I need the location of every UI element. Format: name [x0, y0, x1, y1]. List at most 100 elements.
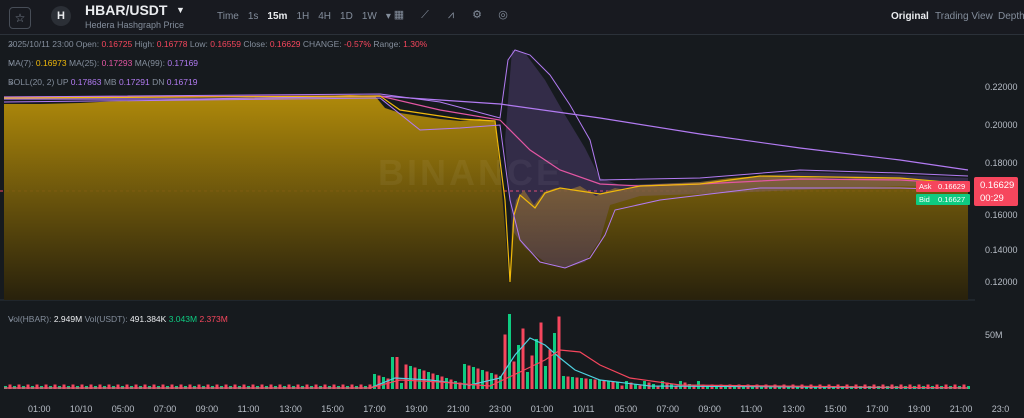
interval-time[interactable]: Time: [217, 11, 239, 22]
volume-bar: [706, 386, 709, 389]
time-axis-tick: 10/11: [572, 404, 595, 414]
volume-bar: [242, 384, 246, 389]
volume-bar: [625, 381, 628, 389]
price-chart[interactable]: [0, 35, 1024, 418]
low-value: 0.16559: [210, 39, 241, 49]
price-axis-tick: 0.18000: [985, 158, 1018, 168]
pair-subtitle: Hedera Hashgraph Price: [85, 20, 185, 30]
volume-bar: [571, 377, 574, 389]
ma99-line: [4, 95, 969, 171]
indicator-icon[interactable]: ⟋: [421, 9, 429, 21]
boll-mb-label: MB: [103, 77, 117, 87]
current-price: 0.16629: [980, 180, 1015, 191]
time-axis-tick: 05:00: [111, 404, 135, 414]
calendar-icon[interactable]: ▦: [393, 9, 405, 21]
open-value: 0.16725: [101, 39, 133, 49]
volume-bar: [508, 314, 511, 389]
interval-more-icon[interactable]: ▾: [385, 11, 391, 22]
price-axis-tick: 0.12000: [985, 277, 1018, 287]
volume-bar: [152, 384, 156, 389]
volume-bar: [134, 384, 138, 389]
time-axis-tick: 11:00: [740, 404, 763, 414]
interval-4h[interactable]: 4H: [318, 11, 332, 22]
ma25-line: [3, 95, 969, 187]
star-icon[interactable]: ☆: [9, 7, 31, 29]
time-axis-tick: 07:00: [153, 404, 177, 414]
volume-bar: [787, 386, 790, 389]
interval-1h[interactable]: 1H: [296, 11, 310, 22]
volume-bar: [944, 384, 948, 389]
view-trading-view[interactable]: Trading View: [935, 11, 993, 22]
volume-ma-line-2: [4, 349, 969, 389]
pair-title[interactable]: HBAR/USDT: [85, 2, 168, 18]
view-depth[interactable]: Depth: [998, 11, 1024, 22]
volume-bar: [598, 380, 601, 389]
volume-bar: [332, 384, 336, 389]
volume-bar: [953, 384, 957, 389]
volume-bar: [323, 384, 327, 389]
top-toolbar: ☆ H HBAR/USDT ▼ Hedera Hashgraph Price T…: [0, 0, 1024, 35]
volume-bar: [215, 384, 219, 389]
range-value: 1.30%: [403, 39, 428, 49]
volume-bar: [607, 381, 610, 389]
collapse-icon[interactable]: ⌄: [8, 77, 15, 86]
collapse-icon[interactable]: ⌄: [8, 58, 15, 67]
ma99-value: 0.17169: [167, 58, 199, 68]
interval-1s[interactable]: 1s: [247, 11, 259, 22]
time-axis-tick: 15:00: [321, 404, 344, 414]
volume-bar: [656, 385, 660, 389]
volume-bar: [548, 349, 552, 389]
volume-bar: [287, 384, 291, 389]
volume-bar: [391, 357, 394, 389]
ma7-value: 0.16973: [35, 58, 67, 68]
time-axis-tick: 21:00: [447, 404, 470, 414]
ask-label: Ask: [919, 182, 932, 191]
interval-1d[interactable]: 1D: [340, 11, 353, 22]
interval-1w[interactable]: 1W: [361, 11, 377, 22]
range-label: Range:: [373, 39, 401, 49]
volume-bar: [526, 372, 529, 389]
time-axis-tick: 23:0: [991, 404, 1010, 414]
volume-bar: [967, 386, 970, 389]
volume-bar: [539, 322, 543, 389]
volume-bar: [557, 316, 561, 389]
boll-up-value: 0.17863: [70, 77, 102, 87]
volume-bar: [908, 384, 912, 389]
time-axis-tick: 13:00: [279, 404, 302, 414]
volume-bar: [589, 379, 592, 389]
time-axis-tick: 09:00: [698, 404, 721, 414]
volume-bar: [611, 381, 615, 389]
time-axis-tick: 09:00: [195, 404, 219, 414]
volume-bar: [503, 334, 507, 389]
open-label: Open:: [75, 39, 100, 49]
time-axis-tick: 05:00: [614, 404, 638, 414]
target-icon[interactable]: ◎: [498, 9, 508, 21]
ma7-line: [3, 95, 969, 283]
view-original[interactable]: Original: [891, 11, 929, 22]
volume-bar: [341, 384, 345, 389]
volume-bar: [553, 333, 556, 389]
volume-bar: [616, 382, 619, 389]
volume-bar: [467, 365, 471, 389]
pair-dropdown-icon[interactable]: ▼: [176, 5, 185, 15]
volume-bar: [269, 384, 273, 389]
volume-bar: [454, 381, 457, 389]
time-axis-tick: 21:00: [949, 404, 973, 414]
volume-bar: [463, 364, 466, 389]
chart-type-icon[interactable]: ⩘: [447, 9, 455, 21]
vol-hbar-label: Vol(HBAR):: [8, 314, 52, 324]
volume-bar: [377, 375, 381, 389]
collapse-icon[interactable]: ⌄: [8, 314, 15, 323]
volume-bar: [620, 385, 624, 389]
interval-15m[interactable]: 15m: [267, 11, 288, 22]
time-axis-tick: 10/10: [69, 404, 93, 414]
volume-bar: [634, 384, 637, 389]
volume-bar: [404, 364, 408, 389]
volume-bar: [521, 328, 525, 389]
volume-bar: [278, 384, 282, 389]
collapse-icon[interactable]: ⌄: [8, 39, 15, 48]
volume-bar: [917, 384, 921, 389]
volume-bar: [935, 384, 939, 389]
settings-icon[interactable]: ⚙: [472, 9, 482, 21]
bid-label: Bid: [919, 195, 930, 204]
